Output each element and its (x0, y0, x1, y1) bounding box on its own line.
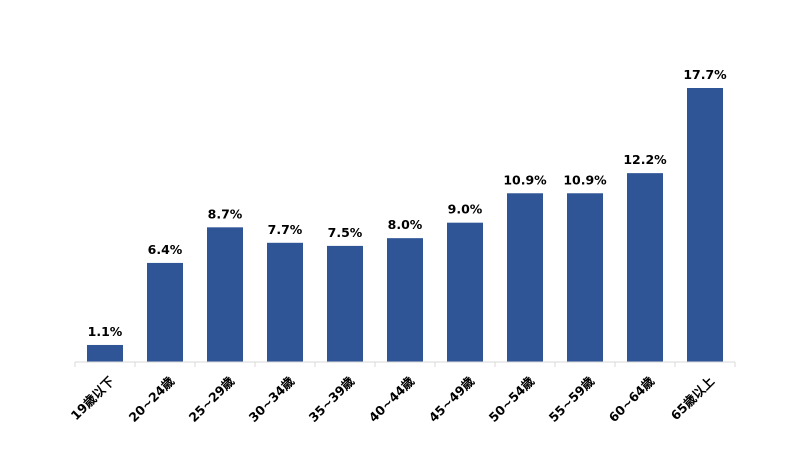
data-label: 10.9% (563, 172, 607, 187)
data-label: 8.0% (388, 217, 423, 232)
data-label: 12.2% (623, 152, 667, 167)
category-label: 20~24歳 (126, 373, 178, 425)
data-label: 17.7% (683, 67, 727, 82)
category-label: 65歳以上 (668, 373, 718, 423)
bar (87, 344, 123, 362)
data-label: 10.9% (503, 172, 547, 187)
data-label: 9.0% (448, 202, 483, 217)
bar (387, 238, 423, 362)
bar (627, 173, 663, 362)
data-labels-group: 1.1% 6.4% 8.7% 7.7% 7.5% 8.0% 9.0% 10.9% 10.9% 12… (88, 67, 727, 339)
category-label: 55~59歳 (546, 373, 598, 425)
bar (447, 222, 483, 362)
category-label: 45~49歳 (426, 373, 478, 425)
bar (687, 88, 723, 362)
category-label: 35~39歳 (306, 373, 358, 425)
data-label: 1.1% (88, 324, 123, 339)
category-label: 40~44歳 (366, 373, 418, 425)
data-label: 7.5% (328, 225, 363, 240)
bar (507, 193, 543, 362)
bar (267, 242, 303, 362)
category-label: 50~54歳 (486, 373, 538, 425)
category-label: 19歳以下 (68, 373, 118, 423)
data-label: 7.7% (268, 222, 303, 237)
category-labels-group: 19歳以下 20~24歳 25~29歳 30~34歳 35~39歳 40~44歳 45~49… (68, 373, 718, 425)
x-axis-ticks (74, 362, 736, 367)
category-label: 25~29歳 (186, 373, 238, 425)
data-label: 6.4% (148, 242, 183, 257)
bars-group (87, 88, 723, 362)
bar (567, 193, 603, 362)
category-label: 30~34歳 (246, 373, 298, 425)
bar (207, 227, 243, 362)
category-label: 60~64歳 (606, 373, 658, 425)
bar (327, 245, 363, 362)
bar (147, 262, 183, 362)
data-label: 8.7% (208, 206, 243, 221)
